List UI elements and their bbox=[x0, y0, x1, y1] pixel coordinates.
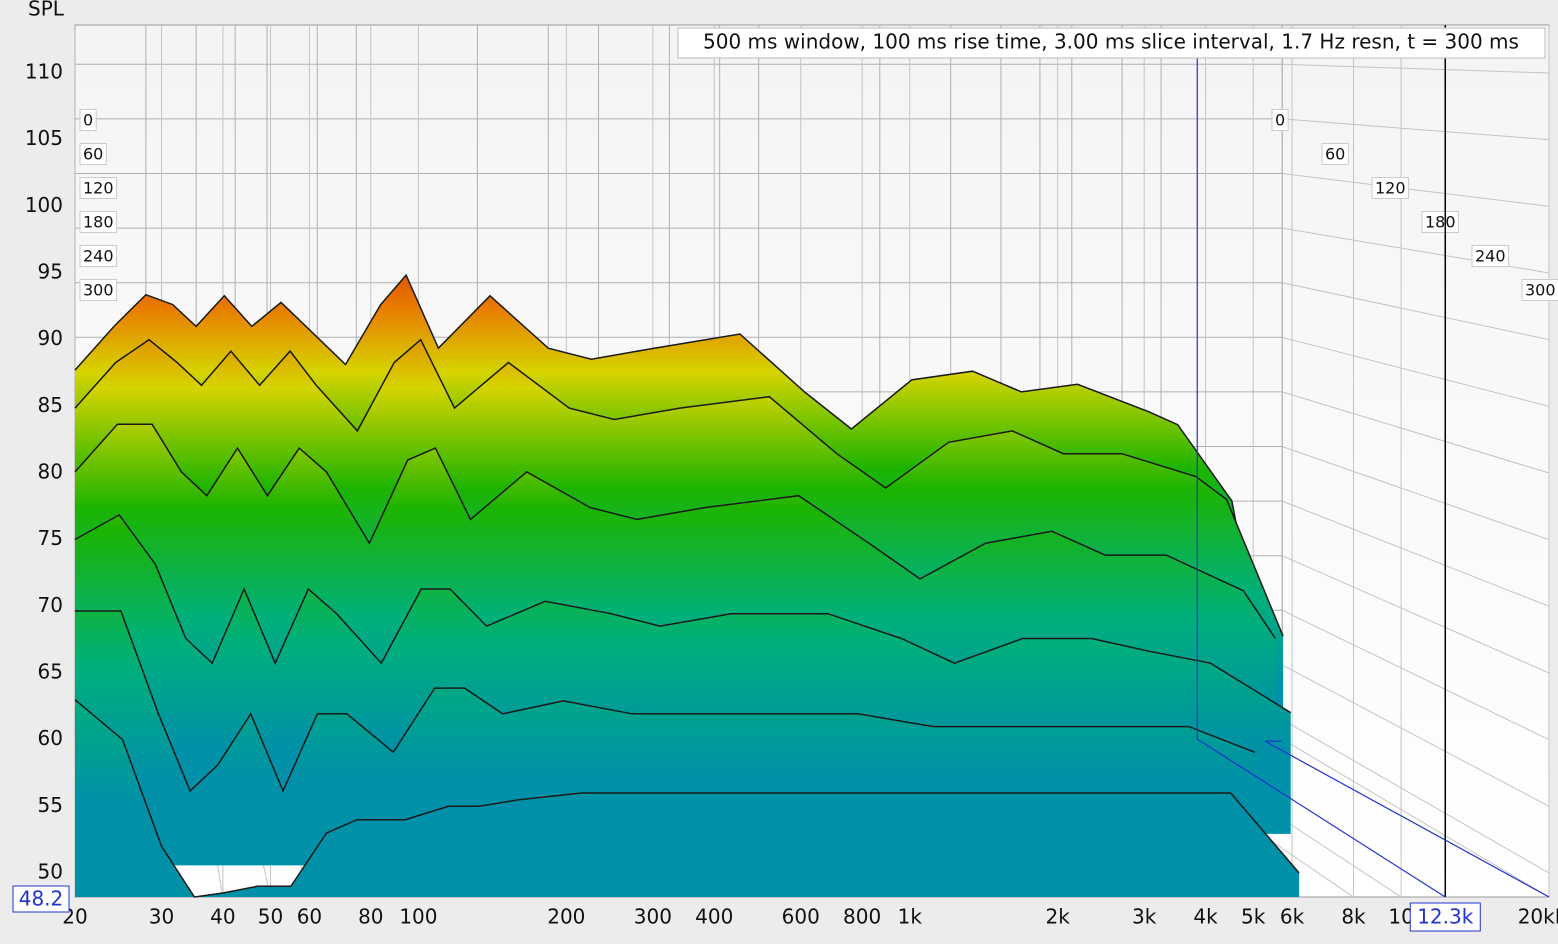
x-tick-label: 5k bbox=[1241, 905, 1266, 929]
slice-line bbox=[74, 273, 1274, 720]
cursor-floor-line bbox=[1196, 738, 1446, 898]
y-tick-label: 70 bbox=[38, 593, 63, 617]
x-tick-label: 8k bbox=[1341, 905, 1366, 929]
y-tick-label: 100 bbox=[25, 193, 63, 217]
x-tick-label: 3k bbox=[1132, 905, 1157, 929]
x-tick-label: 800 bbox=[843, 905, 881, 929]
z-tick-label-left: 120 bbox=[83, 179, 114, 198]
cursor-y-label: 48.2 bbox=[19, 887, 64, 911]
z-tick-label-right: 0 bbox=[1275, 111, 1285, 130]
y-axis-label: SPL bbox=[28, 0, 65, 21]
slice-fill bbox=[75, 699, 1300, 897]
cursor-x-box bbox=[1409, 902, 1481, 932]
y-tick-label: 65 bbox=[38, 660, 63, 684]
y-tick-label: 90 bbox=[38, 326, 63, 350]
z-tick-box bbox=[79, 143, 107, 165]
x-tick-label: 100 bbox=[399, 905, 437, 929]
y-tick-label: 85 bbox=[38, 393, 63, 417]
z-tick-label-right: 300 bbox=[1525, 281, 1556, 300]
y-tick-label: 105 bbox=[25, 126, 63, 150]
z-tick-label-right: 180 bbox=[1425, 213, 1456, 232]
z-tick-box bbox=[1371, 177, 1410, 199]
z-tick-label-left: 180 bbox=[83, 213, 114, 232]
z-tick-box bbox=[1321, 143, 1349, 165]
grid-line bbox=[1282, 391, 1550, 474]
slice-line bbox=[74, 338, 1284, 637]
grid-line bbox=[1282, 555, 1550, 674]
grid-line bbox=[1281, 664, 1550, 807]
grid-line bbox=[1282, 118, 1550, 141]
x-tick-label: 50 bbox=[258, 905, 283, 929]
grid-line bbox=[1282, 446, 1550, 541]
y-tick-label: 75 bbox=[38, 526, 63, 550]
x-tick-label: 600 bbox=[782, 905, 820, 929]
grid-line bbox=[1282, 173, 1550, 207]
z-tick-label-left: 300 bbox=[83, 281, 114, 300]
y-tick-label: 110 bbox=[25, 60, 63, 84]
annotation: 500 ms window, 100 ms rise time, 3.00 ms… bbox=[703, 30, 1519, 54]
y-tick-label: 95 bbox=[38, 260, 63, 284]
z-tick-box bbox=[79, 177, 118, 199]
x-tick-label: 200 bbox=[547, 905, 585, 929]
z-tick-label-left: 0 bbox=[83, 111, 93, 130]
grid-line bbox=[1281, 719, 1550, 874]
overlay: 12.3k 48.2 bbox=[12, 25, 1550, 932]
slice-line bbox=[74, 423, 1276, 639]
z-tick-label-right: 60 bbox=[1325, 145, 1345, 164]
surface bbox=[74, 273, 1300, 898]
grid-line bbox=[1281, 738, 1550, 898]
z-tick-box bbox=[79, 211, 118, 233]
x-tick-label: 20kHz bbox=[1518, 905, 1558, 929]
z-tick-box bbox=[1521, 279, 1558, 301]
y-tick-label: 60 bbox=[38, 726, 63, 750]
x-tick-label: 30 bbox=[149, 905, 174, 929]
x-tick-label: 60 bbox=[297, 905, 322, 929]
slice-line bbox=[74, 699, 1300, 898]
annotation-box bbox=[677, 27, 1546, 59]
z-tick-box bbox=[79, 109, 97, 131]
x-tick-label: 40 bbox=[210, 905, 235, 929]
grid-line bbox=[1281, 609, 1550, 741]
grid-line bbox=[1282, 282, 1550, 341]
z-tick-label-right: 120 bbox=[1375, 179, 1406, 198]
cursor-x-label: 12.3k bbox=[1417, 905, 1474, 929]
x-tick-label: 400 bbox=[695, 905, 733, 929]
x-tick-label: 1k bbox=[898, 905, 923, 929]
z-tick-box bbox=[1271, 109, 1289, 131]
slice-line bbox=[74, 513, 1292, 714]
grid-line bbox=[1282, 500, 1550, 607]
x-tick-label: 300 bbox=[634, 905, 672, 929]
x-tick-label: 2k bbox=[1046, 905, 1071, 929]
x-tick-label: 80 bbox=[358, 905, 383, 929]
x-tick-label: 10 bbox=[1388, 905, 1413, 929]
grid-line bbox=[1282, 336, 1550, 407]
grid-line bbox=[1282, 63, 1550, 74]
floor-edge-line bbox=[1264, 740, 1550, 898]
z-tick-label-left: 60 bbox=[83, 145, 103, 164]
cursor-y-box bbox=[12, 885, 70, 913]
z-tick-box bbox=[79, 245, 118, 267]
x-tick-label: 6k bbox=[1280, 905, 1305, 929]
y-tick-label: 50 bbox=[38, 860, 63, 884]
slice-line bbox=[75, 610, 1256, 793]
y-tick-label: 80 bbox=[38, 460, 63, 484]
y-tick-label: 55 bbox=[38, 793, 63, 817]
z-tick-label-left: 240 bbox=[83, 247, 114, 266]
z-tick-label-right: 240 bbox=[1475, 247, 1506, 266]
z-tick-box bbox=[1471, 245, 1510, 267]
z-tick-box bbox=[1421, 211, 1460, 233]
x-tick-label: 4k bbox=[1193, 905, 1218, 929]
z-tick-box bbox=[79, 279, 118, 301]
